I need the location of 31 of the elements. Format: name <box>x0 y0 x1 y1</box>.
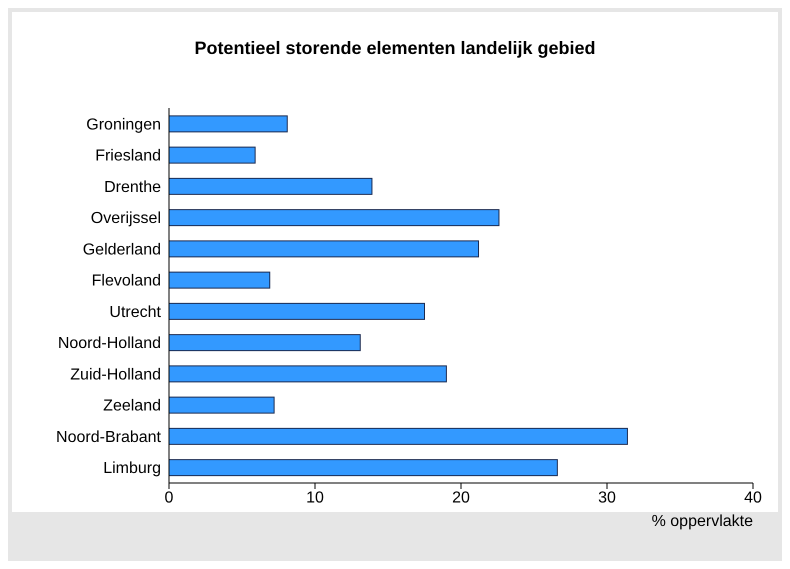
x-tick-label: 10 <box>306 489 324 506</box>
x-tick-label: 40 <box>744 489 762 506</box>
y-tick-label: Gelderland <box>82 241 161 258</box>
y-tick-label: Groningen <box>86 116 161 134</box>
y-tick-label: Zuid-Holland <box>70 366 161 384</box>
y-tick-label: Noord-Holland <box>58 335 161 352</box>
bar <box>169 302 425 320</box>
bar <box>169 115 288 132</box>
y-tick-label: Flevoland <box>92 272 161 290</box>
bar <box>169 209 500 226</box>
y-tick-label: Friesland <box>95 148 161 165</box>
bar <box>169 240 480 258</box>
x-axis-title: % oppervlakte <box>652 513 753 531</box>
bar <box>169 334 361 352</box>
y-tick-label: Limburg <box>103 460 161 478</box>
bar <box>169 178 372 195</box>
y-tick-label: Noord-Brabant <box>56 428 162 446</box>
bar <box>169 459 558 476</box>
x-tick-label: 20 <box>452 489 470 506</box>
y-tick-label: Overijssel <box>90 210 161 228</box>
bar <box>169 428 628 445</box>
y-tick-label: Zeeland <box>103 398 161 415</box>
chart-title: Potentieel storende elementen landelijk gebied <box>193 38 597 59</box>
bar <box>169 365 447 382</box>
y-tick-label: Drenthe <box>104 178 162 196</box>
y-tick-label: Utrecht <box>109 304 162 321</box>
x-tick-label: 0 <box>164 489 174 506</box>
bar <box>169 396 275 414</box>
bar <box>169 146 256 164</box>
bar <box>169 272 270 289</box>
x-tick-label: 30 <box>598 489 616 506</box>
